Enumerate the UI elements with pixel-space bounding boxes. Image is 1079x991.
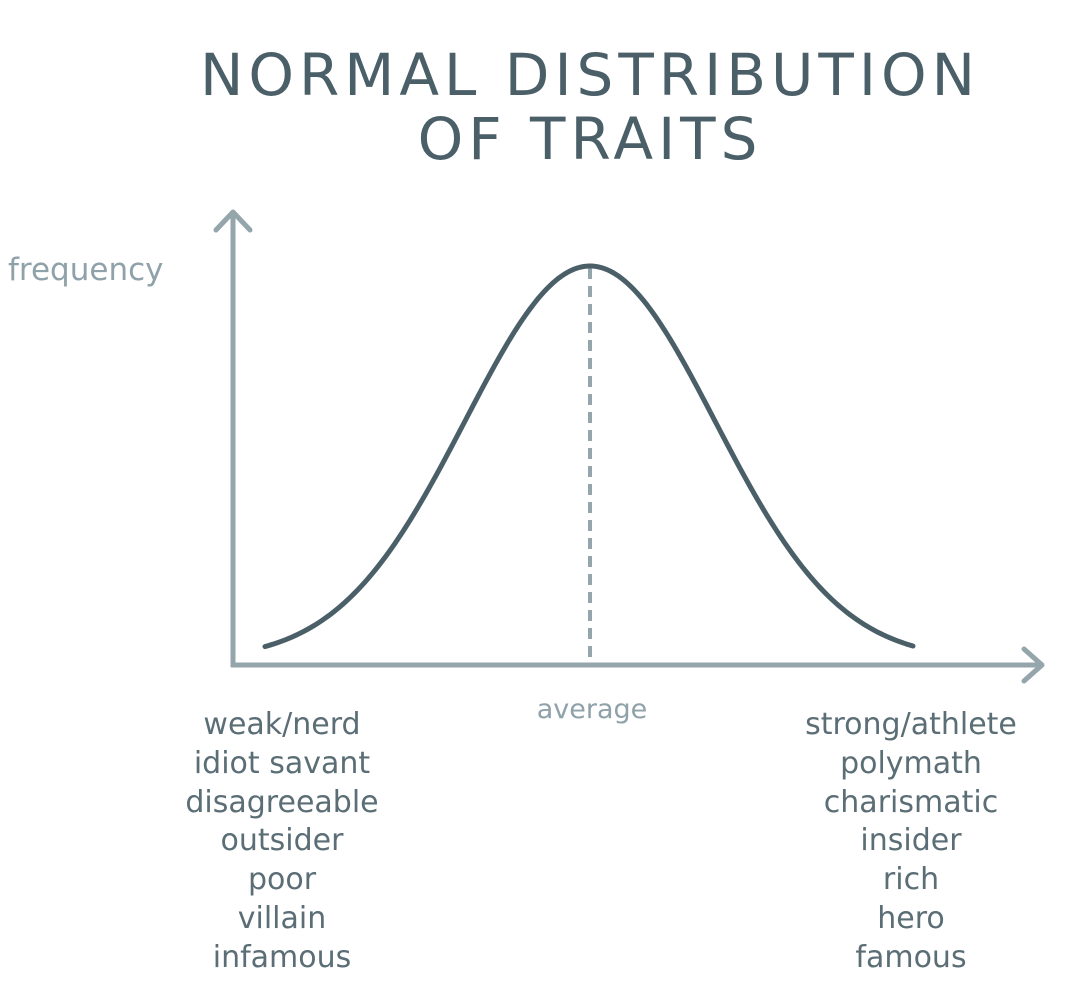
- left-trait: infamous: [212, 939, 352, 975]
- right-trait: rich: [882, 862, 940, 898]
- left-trait-list: weak/nerd idiot savant disagreeable outs…: [132, 706, 432, 978]
- x-axis-arrow-icon: [1021, 646, 1045, 684]
- y-axis-label: frequency: [8, 252, 164, 288]
- right-trait-list: strong/athlete polymath charismatic insi…: [761, 706, 1061, 978]
- y-axis: [213, 209, 253, 667]
- left-trait: idiot savant: [193, 745, 371, 781]
- y-axis-arrow-icon: [213, 209, 253, 233]
- right-trait: hero: [877, 900, 945, 936]
- bell-curve: [262, 263, 916, 650]
- left-trait: outsider: [220, 823, 344, 859]
- title-line-1: NORMAL DISTRIBUTION: [199, 41, 981, 109]
- right-trait: famous: [855, 939, 967, 975]
- title-line-2: OF TRAITS: [417, 105, 763, 173]
- right-trait: strong/athlete: [805, 707, 1017, 742]
- right-trait: insider: [860, 823, 962, 859]
- left-trait: villain: [237, 900, 327, 936]
- right-trait: polymath: [840, 745, 982, 781]
- right-trait: charismatic: [823, 784, 999, 820]
- left-trait: poor: [247, 862, 317, 898]
- left-trait: disagreeable: [185, 784, 379, 820]
- x-axis: [231, 646, 1045, 684]
- left-trait: weak/nerd: [203, 707, 361, 742]
- average-label: average: [536, 694, 648, 725]
